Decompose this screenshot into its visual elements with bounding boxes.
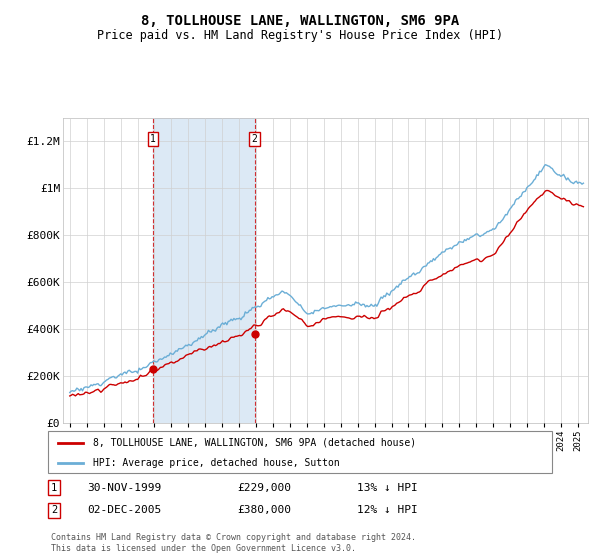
Text: 30-NOV-1999: 30-NOV-1999 bbox=[87, 483, 161, 493]
Text: 13% ↓ HPI: 13% ↓ HPI bbox=[357, 483, 418, 493]
FancyBboxPatch shape bbox=[48, 431, 552, 473]
Text: 8, TOLLHOUSE LANE, WALLINGTON, SM6 9PA: 8, TOLLHOUSE LANE, WALLINGTON, SM6 9PA bbox=[141, 14, 459, 28]
Text: 02-DEC-2005: 02-DEC-2005 bbox=[87, 505, 161, 515]
Text: 1: 1 bbox=[150, 134, 156, 144]
Text: 1: 1 bbox=[51, 483, 57, 493]
Text: HPI: Average price, detached house, Sutton: HPI: Average price, detached house, Sutt… bbox=[94, 458, 340, 468]
Text: £380,000: £380,000 bbox=[237, 505, 291, 515]
Text: Contains HM Land Registry data © Crown copyright and database right 2024.
This d: Contains HM Land Registry data © Crown c… bbox=[51, 533, 416, 553]
Text: 2: 2 bbox=[252, 134, 257, 144]
Text: 2: 2 bbox=[51, 505, 57, 515]
Bar bbox=[153, 118, 255, 423]
Text: £229,000: £229,000 bbox=[237, 483, 291, 493]
Text: Price paid vs. HM Land Registry's House Price Index (HPI): Price paid vs. HM Land Registry's House … bbox=[97, 29, 503, 42]
Text: 12% ↓ HPI: 12% ↓ HPI bbox=[357, 505, 418, 515]
Text: 8, TOLLHOUSE LANE, WALLINGTON, SM6 9PA (detached house): 8, TOLLHOUSE LANE, WALLINGTON, SM6 9PA (… bbox=[94, 438, 416, 448]
